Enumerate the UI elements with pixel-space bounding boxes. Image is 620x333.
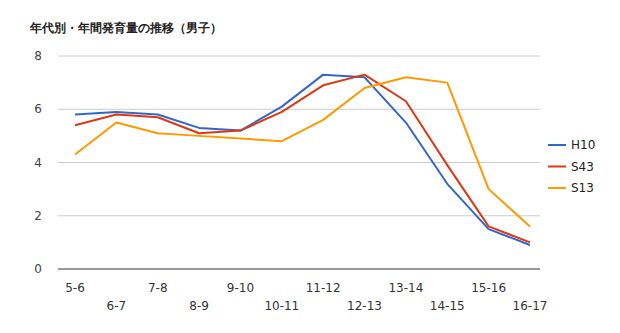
chart-svg: 年代別・年間発育量の推移（男子） 0 2 4 6 8 5-6 6-7 7-8 8-9 9-10 10-… [0, 0, 620, 333]
grid-line [58, 269, 540, 270]
x-tick-label: 14-15 [430, 299, 465, 313]
x-tick-label: 10-11 [264, 299, 299, 313]
legend-swatch [548, 144, 566, 146]
legend-label: S43 [571, 160, 594, 174]
x-tick-label: 7-8 [148, 281, 168, 295]
legend-label: S13 [571, 181, 594, 195]
grid-line [58, 162, 540, 163]
x-tick-label: 16-17 [513, 299, 548, 313]
x-tick-label: 5-6 [65, 281, 85, 295]
grid-line [58, 56, 540, 57]
grid-line [58, 109, 540, 110]
y-tick-label: 4 [34, 156, 42, 170]
x-tick-label: 8-9 [189, 299, 209, 313]
series-line [75, 75, 530, 245]
x-tick-label: 15-16 [471, 281, 506, 295]
series-line [75, 75, 530, 243]
y-tick-label: 6 [34, 102, 42, 116]
legend-label: H10 [571, 138, 595, 152]
x-tick-label: 13-14 [388, 281, 423, 295]
legend-swatch [548, 166, 566, 168]
y-tick-label: 0 [34, 262, 42, 276]
y-tick-label: 8 [34, 49, 42, 63]
legend-swatch [548, 187, 566, 189]
x-tick-label: 6-7 [107, 299, 127, 313]
chart-title: 年代別・年間発育量の推移（男子） [29, 21, 222, 35]
x-tick-label: 12-13 [347, 299, 382, 313]
series-line [75, 77, 530, 226]
y-tick-label: 2 [34, 209, 42, 223]
chart-container: 年代別・年間発育量の推移（男子） 0 2 4 6 8 5-6 6-7 7-8 8-9 9-10 10-… [0, 0, 620, 333]
plot-area [75, 75, 530, 245]
x-tick-label: 9-10 [227, 281, 254, 295]
x-tick-label: 11-12 [306, 281, 341, 295]
grid-line [58, 215, 540, 216]
